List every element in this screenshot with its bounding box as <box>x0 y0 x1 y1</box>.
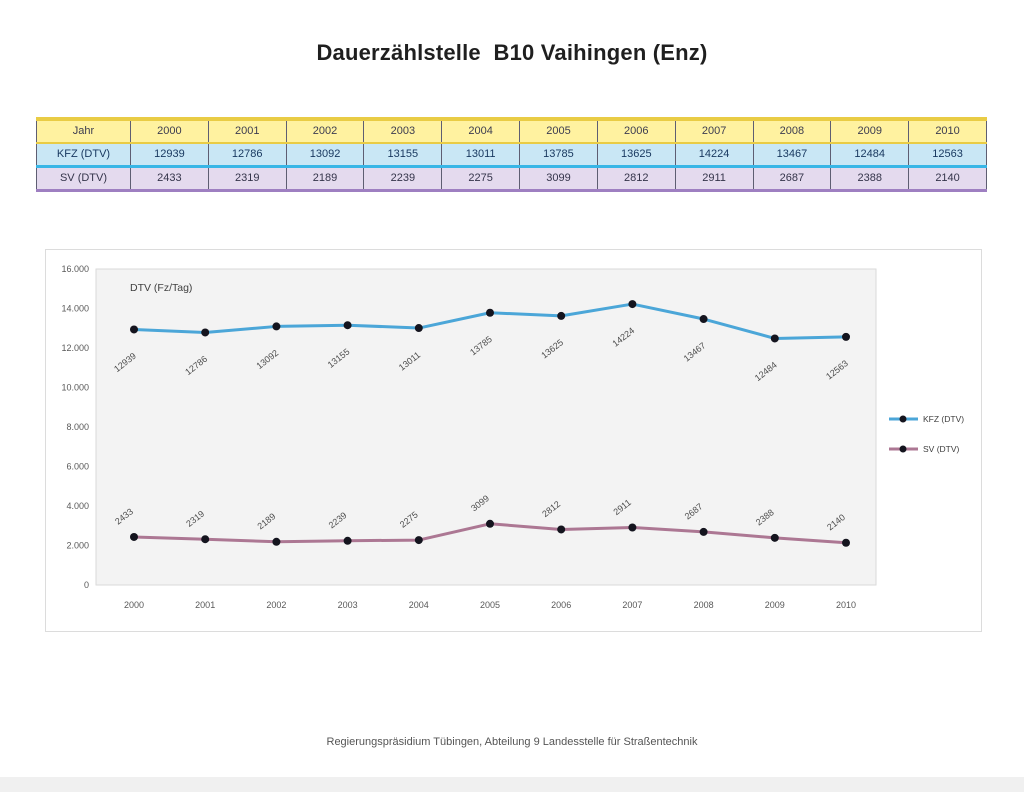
value-cell: 2433 <box>130 166 209 192</box>
year-cell: 2000 <box>130 117 209 144</box>
value-cell: 13011 <box>441 143 521 168</box>
data-point-marker-kfz-dtv <box>628 300 637 309</box>
chart-axis-title: DTV (Fz/Tag) <box>130 282 192 294</box>
y-axis-tick-label: 14.000 <box>61 304 89 314</box>
data-point-marker-kfz-dtv <box>343 321 352 330</box>
year-cell: 2006 <box>596 117 676 144</box>
value-cell: 2319 <box>207 166 287 192</box>
data-point-marker-sv-dtv <box>272 537 281 546</box>
data-point-marker-kfz-dtv <box>201 328 210 337</box>
value-cell: 12939 <box>130 143 209 168</box>
year-cell: 2010 <box>908 117 987 144</box>
data-point-marker-sv-dtv <box>770 533 779 542</box>
x-axis-tick-label: 2009 <box>765 600 785 610</box>
table-row-label-kfz: KFZ (DTV) <box>36 143 131 168</box>
legend-label: SV (DTV) <box>923 444 960 454</box>
year-cell: 2007 <box>674 117 754 144</box>
value-cell: 2275 <box>441 166 521 192</box>
value-cell: 2687 <box>752 166 832 192</box>
value-cell: 3099 <box>519 166 598 192</box>
y-axis-tick-label: 10.000 <box>61 383 89 393</box>
line-chart: 0 2.000 4.000 6.000 8.000 10.000 12.000 14.000 1… <box>45 249 982 632</box>
data-point-marker-sv-dtv <box>130 532 138 541</box>
value-cell: 13155 <box>363 143 443 168</box>
y-axis-tick-label: 12.000 <box>61 343 89 353</box>
value-cell: 2189 <box>285 166 365 192</box>
x-axis-tick-label: 2003 <box>338 600 358 610</box>
table-row-sv: SV (DTV) 2433 2319 2189 2239 2275 3099 2812 291… <box>36 166 987 192</box>
data-point-marker-sv-dtv <box>557 525 566 534</box>
year-cell: 2005 <box>519 117 598 144</box>
year-cell: 2002 <box>285 117 365 144</box>
value-cell: 12563 <box>908 143 987 168</box>
line-chart-svg: 0 2.000 4.000 6.000 8.000 10.000 12.000 14.000 1… <box>61 264 964 610</box>
table-header-jahr: Jahr <box>36 117 131 144</box>
value-cell: 13785 <box>519 143 598 168</box>
x-axis-tick-label: 2001 <box>195 600 215 610</box>
page-title: Dauerzählstelle B10 Vaihingen (Enz) <box>316 40 708 65</box>
bottom-strip <box>0 777 1024 792</box>
legend-entry-sv-dtv: SV (DTV) <box>889 444 960 454</box>
value-cell: 12484 <box>830 143 910 168</box>
value-cell: 14224 <box>674 143 754 168</box>
data-point-marker-kfz-dtv <box>557 311 566 320</box>
year-cell: 2001 <box>207 117 287 144</box>
data-point-marker-sv-dtv <box>486 519 494 528</box>
data-point-marker-sv-dtv <box>414 536 423 545</box>
year-cell: 2003 <box>363 117 443 144</box>
legend-entry-kfz-dtv: KFZ (DTV) <box>889 414 964 424</box>
y-axis-tick-label: 6.000 <box>66 462 89 472</box>
data-point-marker-kfz-dtv <box>130 325 138 334</box>
data-point-marker-kfz-dtv <box>842 332 850 341</box>
data-point-marker-kfz-dtv <box>272 322 281 331</box>
data-point-marker-kfz-dtv <box>486 308 494 317</box>
y-axis-tick-label: 2.000 <box>66 541 89 551</box>
value-cell: 2388 <box>830 166 910 192</box>
plot-area <box>95 268 877 586</box>
x-axis-tick-label: 2010 <box>836 600 856 610</box>
legend-marker <box>899 445 907 453</box>
data-point-marker-kfz-dtv <box>699 315 708 324</box>
table-row-kfz: KFZ (DTV) 12939 12786 13092 13155 13011 13785… <box>36 143 987 168</box>
x-axis-tick-label: 2008 <box>694 600 714 610</box>
x-axis-tick-label: 2005 <box>480 600 500 610</box>
value-cell: 12786 <box>207 143 287 168</box>
table-row-label-sv: SV (DTV) <box>36 166 131 192</box>
y-axis-tick-label: 8.000 <box>66 422 89 432</box>
value-cell: 13092 <box>285 143 365 168</box>
y-axis-tick-label: 16.000 <box>61 264 89 274</box>
data-point-marker-kfz-dtv <box>414 324 423 333</box>
value-cell: 2239 <box>363 166 443 192</box>
x-axis-tick-label: 2007 <box>622 600 642 610</box>
value-cell: 2911 <box>674 166 754 192</box>
data-point-marker-sv-dtv <box>842 538 850 547</box>
value-cell: 13625 <box>596 143 676 168</box>
x-axis-tick-label: 2002 <box>266 600 286 610</box>
data-point-marker-sv-dtv <box>343 536 352 545</box>
year-cell: 2004 <box>441 117 521 144</box>
value-cell: 13467 <box>752 143 832 168</box>
x-axis-tick-label: 2000 <box>124 600 144 610</box>
data-point-marker-sv-dtv <box>699 527 708 536</box>
year-cell: 2008 <box>752 117 832 144</box>
legend-label: KFZ (DTV) <box>923 414 964 424</box>
x-axis-tick-label: 2006 <box>551 600 571 610</box>
value-cell: 2812 <box>596 166 676 192</box>
data-table: Jahr 2000 2001 2002 2003 2004 2005 2006 2007 200… <box>36 117 987 192</box>
footer-text: Regierungspräsidium Tübingen, Abteilung … <box>326 736 698 748</box>
data-point-marker-kfz-dtv <box>770 334 779 343</box>
x-axis-tick-label: 2004 <box>409 600 429 610</box>
y-axis-tick-label: 4.000 <box>66 501 89 511</box>
table-row-jahr: Jahr 2000 2001 2002 2003 2004 2005 2006 2007 200… <box>36 117 987 144</box>
value-cell: 2140 <box>908 166 987 192</box>
year-cell: 2009 <box>830 117 910 144</box>
y-axis-tick-label: 0 <box>84 580 89 590</box>
data-point-marker-sv-dtv <box>201 535 210 544</box>
legend-marker <box>899 415 907 423</box>
data-point-marker-sv-dtv <box>628 523 637 532</box>
